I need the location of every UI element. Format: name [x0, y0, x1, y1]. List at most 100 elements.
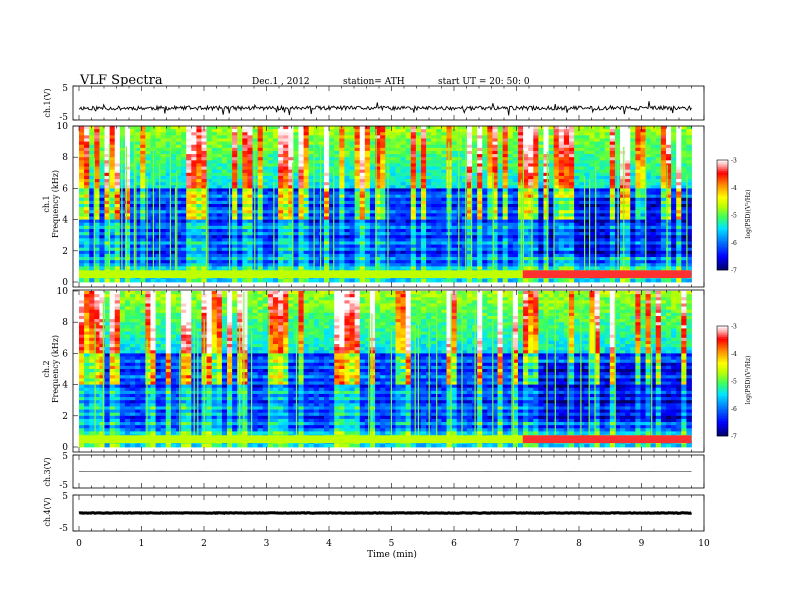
- spectrogram-cell: [492, 172, 498, 177]
- spectrogram-cell: [410, 216, 417, 220]
- spectrogram-cell: [232, 210, 238, 214]
- spectrogram-cell: [681, 194, 687, 199]
- spectrogram-cell: [620, 191, 626, 196]
- spectrogram-cell: [650, 244, 657, 249]
- spectrogram-cell: [221, 179, 228, 183]
- spectrogram-cell: [221, 126, 228, 130]
- spectrogram-cell: [130, 225, 136, 230]
- spectrogram-cell: [665, 163, 672, 167]
- spectrogram-cell: [625, 232, 631, 236]
- spectrogram-cell: [563, 144, 570, 149]
- spectrogram-cell: [206, 219, 213, 224]
- spectrogram-cell: [681, 210, 687, 214]
- spectrogram-cell: [186, 219, 192, 224]
- spectrogram-cell: [237, 204, 243, 208]
- spectrogram-cell: [175, 204, 182, 208]
- spectrogram-cell: [538, 138, 544, 142]
- spectrogram-cell: [344, 166, 350, 171]
- spectrogram-cell: [548, 150, 555, 155]
- spectrogram-cell: [681, 138, 687, 142]
- spectrogram-cell: [155, 166, 162, 171]
- spectrogram-cell: [523, 219, 529, 224]
- spectrogram-cell: [665, 147, 672, 152]
- spectrogram-cell: [625, 194, 631, 199]
- spectrogram-cell: [227, 175, 233, 180]
- spectrogram-cell: [574, 232, 580, 236]
- spectrogram-cell: [175, 157, 182, 161]
- spectrogram-cell: [405, 179, 412, 183]
- spectrogram-cell: [477, 175, 483, 180]
- spectrogram-cell: [426, 169, 432, 174]
- spectrogram-cell: [665, 197, 672, 202]
- spectrogram-cell: [558, 150, 565, 155]
- spectrogram-cell: [451, 126, 458, 130]
- spectrogram-cell: [625, 213, 631, 217]
- spectrogram-cell: [170, 141, 177, 146]
- spectrogram-cell: [130, 228, 136, 233]
- spectrogram-cell: [313, 194, 320, 199]
- spectrogram-cell: [114, 138, 121, 142]
- spectrogram-cell: [451, 154, 458, 158]
- spectrogram-cell: [415, 213, 422, 217]
- spectrogram-cell: [298, 144, 304, 149]
- spectrogram-cell: [487, 169, 493, 174]
- spectrogram-cell: [216, 232, 223, 236]
- spectrogram-cell: [538, 150, 544, 155]
- spectrogram-cell: [477, 135, 483, 139]
- spectrogram-cell: [609, 129, 616, 133]
- spectrogram-cell: [359, 129, 366, 133]
- spectrogram-cell: [645, 129, 652, 133]
- spectrogram-cell: [553, 172, 560, 177]
- spectrogram-cell: [175, 194, 182, 199]
- spectrogram-cell: [487, 200, 493, 205]
- spectrogram-cell: [201, 141, 207, 146]
- spectrogram-cell: [558, 241, 565, 245]
- spectrogram-cell: [181, 157, 187, 161]
- spectrogram-cell: [364, 172, 371, 177]
- spectrogram-cell: [548, 210, 555, 214]
- spectrogram-cell: [114, 197, 121, 202]
- spectrogram-cell: [472, 160, 478, 164]
- spectrogram-cell: [528, 207, 534, 211]
- spectrogram-cell: [609, 163, 616, 167]
- spectrogram-cell: [303, 216, 310, 220]
- spectrogram-cell: [369, 150, 376, 155]
- spectrogram-cell: [645, 210, 652, 214]
- spectrogram-cell: [191, 238, 197, 242]
- spectrogram-cell: [492, 222, 498, 227]
- spectrogram-cell: [262, 141, 269, 146]
- spectrogram-cell: [318, 225, 325, 230]
- spectrogram-cell: [232, 232, 238, 236]
- spectrogram-cell: [405, 210, 412, 214]
- spectrogram-cell: [441, 175, 447, 180]
- spectrogram-cell: [124, 169, 131, 174]
- spectrogram-cell: [237, 172, 243, 177]
- spectrogram-cell: [451, 225, 458, 230]
- spectrogram-cell: [482, 204, 488, 208]
- spectrogram-cell: [441, 244, 447, 249]
- spectrogram-cell: [400, 210, 407, 214]
- spectrogram-cell: [528, 175, 534, 180]
- spectrogram-cell: [206, 216, 213, 220]
- spectrogram-cell: [140, 232, 146, 236]
- spectrogram-cell: [349, 138, 356, 142]
- spectrogram-cell: [196, 188, 202, 192]
- spectrogram-cell: [461, 129, 468, 133]
- spectrogram-cell: [364, 216, 371, 220]
- spectrogram-cell: [227, 147, 233, 152]
- spectrogram-cell: [313, 191, 320, 196]
- spectrogram-cell: [482, 126, 488, 130]
- spectrogram-cell: [339, 147, 345, 152]
- spectrogram-cell: [237, 213, 243, 217]
- spectrogram-cell: [99, 179, 105, 183]
- spectrogram-cell: [405, 175, 412, 180]
- spectrogram-cell: [216, 135, 223, 139]
- spectrogram-cell: [339, 219, 345, 224]
- spectrogram-cell: [676, 197, 682, 202]
- spectrogram-cell: [477, 194, 483, 199]
- spectrogram-cell: [456, 244, 463, 249]
- spectrogram-cell: [456, 185, 463, 189]
- spectrogram-cell: [563, 132, 570, 136]
- spectrogram-cell: [681, 238, 687, 242]
- spectrogram-cell: [145, 172, 151, 177]
